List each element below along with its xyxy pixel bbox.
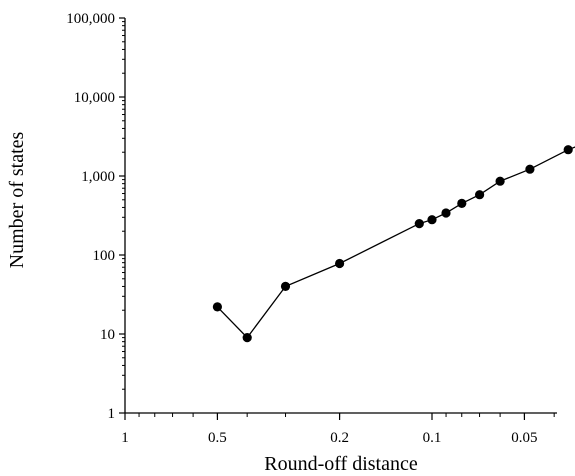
x-tick-label: 0.05 (511, 430, 537, 446)
data-point (280, 281, 291, 291)
data-point (427, 215, 437, 225)
data-point (441, 208, 451, 218)
axes (124, 18, 557, 414)
x-tick-label: 0.2 (330, 430, 349, 446)
data-point (525, 164, 535, 174)
tick-labels: 1101001,00010,000100,00010.50.20.10.050.… (66, 11, 537, 446)
y-axis-title: Number of states (6, 131, 28, 268)
y-tick-label: 1 (108, 406, 116, 422)
data-point (414, 219, 424, 229)
x-tick-label: 0.1 (423, 430, 442, 446)
data-point (495, 176, 505, 186)
x-tick-label: 0.5 (208, 430, 227, 446)
data-point (212, 302, 222, 312)
points (212, 145, 573, 343)
ticks (119, 17, 555, 420)
data-point (563, 145, 573, 155)
data-point (335, 258, 345, 269)
y-tick-label: 10,000 (74, 90, 115, 106)
data-line (216, 146, 575, 339)
data-point (475, 190, 485, 200)
data-point (242, 333, 252, 343)
y-tick-label: 100 (93, 248, 116, 264)
series-line (216, 146, 575, 339)
y-tick-label: 10 (100, 327, 115, 343)
y-tick-label: 1,000 (81, 169, 115, 185)
y-tick-label: 100,000 (66, 11, 115, 27)
x-axis-title: Round-off distance (264, 453, 418, 475)
data-point (457, 198, 467, 208)
x-tick-label: 1 (121, 430, 129, 446)
